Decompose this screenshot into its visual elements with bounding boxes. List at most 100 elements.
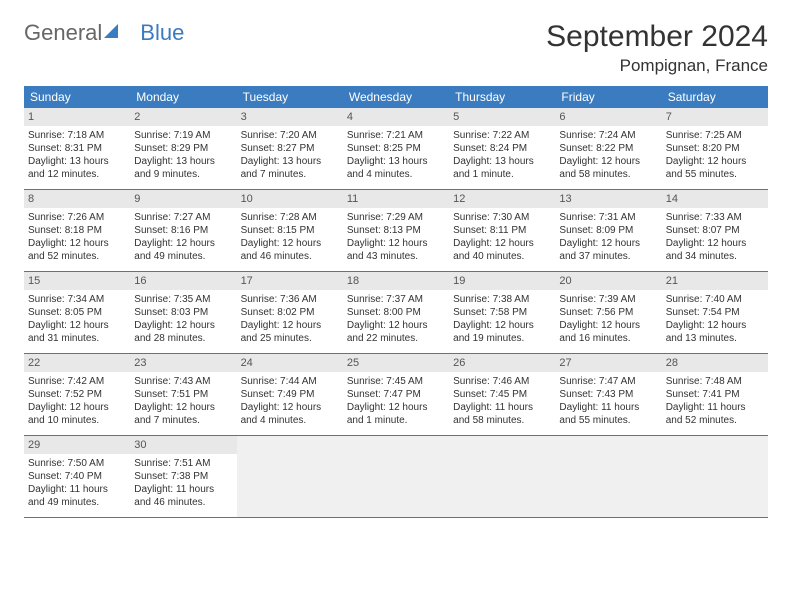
sunrise-line: Sunrise: 7:39 AM: [559, 293, 657, 306]
sunset-line: Sunset: 8:31 PM: [28, 142, 126, 155]
day-number: 3: [237, 108, 343, 126]
weekday-label: Tuesday: [237, 86, 343, 108]
calendar-cell: 20Sunrise: 7:39 AMSunset: 7:56 PMDayligh…: [555, 272, 661, 354]
sunrise-line: Sunrise: 7:46 AM: [453, 375, 551, 388]
day-number: 18: [343, 272, 449, 290]
daylight-line: Daylight: 12 hours and 7 minutes.: [134, 401, 232, 427]
calendar-cell: 6Sunrise: 7:24 AMSunset: 8:22 PMDaylight…: [555, 108, 661, 190]
sunrise-line: Sunrise: 7:45 AM: [347, 375, 445, 388]
day-number: 25: [343, 354, 449, 372]
day-number: 13: [555, 190, 661, 208]
day-number: 11: [343, 190, 449, 208]
calendar-cell: 30Sunrise: 7:51 AMSunset: 7:38 PMDayligh…: [130, 436, 236, 518]
daylight-line: Daylight: 12 hours and 28 minutes.: [134, 319, 232, 345]
sunrise-line: Sunrise: 7:34 AM: [28, 293, 126, 306]
daylight-line: Daylight: 13 hours and 4 minutes.: [347, 155, 445, 181]
calendar-cell: 23Sunrise: 7:43 AMSunset: 7:51 PMDayligh…: [130, 354, 236, 436]
sunset-line: Sunset: 8:22 PM: [559, 142, 657, 155]
calendar-cell: 21Sunrise: 7:40 AMSunset: 7:54 PMDayligh…: [662, 272, 768, 354]
daylight-line: Daylight: 12 hours and 46 minutes.: [241, 237, 339, 263]
sunset-line: Sunset: 7:54 PM: [666, 306, 764, 319]
sunset-line: Sunset: 8:25 PM: [347, 142, 445, 155]
sunset-line: Sunset: 8:18 PM: [28, 224, 126, 237]
logo: General Blue: [24, 20, 184, 46]
weekday-label: Monday: [130, 86, 236, 108]
day-number: 10: [237, 190, 343, 208]
sunset-line: Sunset: 8:05 PM: [28, 306, 126, 319]
sunrise-line: Sunrise: 7:40 AM: [666, 293, 764, 306]
calendar-cell: 3Sunrise: 7:20 AMSunset: 8:27 PMDaylight…: [237, 108, 343, 190]
day-number: 22: [24, 354, 130, 372]
calendar-cell-empty: [343, 436, 449, 518]
sunset-line: Sunset: 8:16 PM: [134, 224, 232, 237]
day-number: 12: [449, 190, 555, 208]
day-number: 5: [449, 108, 555, 126]
daylight-line: Daylight: 12 hours and 22 minutes.: [347, 319, 445, 345]
calendar-cell-empty: [555, 436, 661, 518]
sunset-line: Sunset: 7:58 PM: [453, 306, 551, 319]
calendar-cell: 9Sunrise: 7:27 AMSunset: 8:16 PMDaylight…: [130, 190, 236, 272]
day-number: 26: [449, 354, 555, 372]
day-number: 7: [662, 108, 768, 126]
day-number: 27: [555, 354, 661, 372]
calendar-cell: 13Sunrise: 7:31 AMSunset: 8:09 PMDayligh…: [555, 190, 661, 272]
calendar-cell: 26 Sunrise: 7:46 AMSunset: 7:45 PMDayligh…: [449, 354, 555, 436]
daylight-line: Daylight: 11 hours and 58 minutes.: [453, 401, 551, 427]
day-number: 20: [555, 272, 661, 290]
sunset-line: Sunset: 7:45 PM: [453, 388, 551, 401]
daylight-line: Daylight: 12 hours and 40 minutes.: [453, 237, 551, 263]
day-number: 30: [130, 436, 236, 454]
sunrise-line: Sunrise: 7:27 AM: [134, 211, 232, 224]
calendar-cell: 12 Sunrise: 7:30 AMSunset: 8:11 PMDayligh…: [449, 190, 555, 272]
sunrise-line: Sunrise: 7:48 AM: [666, 375, 764, 388]
daylight-line: Daylight: 11 hours and 52 minutes.: [666, 401, 764, 427]
sunrise-line: Sunrise: 7:18 AM: [28, 129, 126, 142]
calendar-cell-empty: [449, 436, 555, 518]
day-number: 2: [130, 108, 236, 126]
logo-sail-icon: [104, 20, 122, 46]
calendar-cell: 17Sunrise: 7:36 AMSunset: 8:02 PMDayligh…: [237, 272, 343, 354]
daylight-line: Daylight: 13 hours and 1 minute.: [453, 155, 551, 181]
sunrise-line: Sunrise: 7:24 AM: [559, 129, 657, 142]
calendar-cell: 19Sunrise: 7:38 AMSunset: 7:58 PMDayligh…: [449, 272, 555, 354]
daylight-line: Daylight: 13 hours and 9 minutes.: [134, 155, 232, 181]
sunrise-line: Sunrise: 7:38 AM: [453, 293, 551, 306]
daylight-line: Daylight: 11 hours and 46 minutes.: [134, 483, 232, 509]
sunrise-line: Sunrise: 7:42 AM: [28, 375, 126, 388]
sunset-line: Sunset: 8:29 PM: [134, 142, 232, 155]
sunset-line: Sunset: 8:13 PM: [347, 224, 445, 237]
day-number: 17: [237, 272, 343, 290]
sunset-line: Sunset: 8:11 PM: [453, 224, 551, 237]
calendar-cell: 25Sunrise: 7:45 AMSunset: 7:47 PMDayligh…: [343, 354, 449, 436]
sunset-line: Sunset: 7:38 PM: [134, 470, 232, 483]
daylight-line: Daylight: 12 hours and 43 minutes.: [347, 237, 445, 263]
calendar-cell: 8Sunrise: 7:26 AMSunset: 8:18 PMDaylight…: [24, 190, 130, 272]
calendar-cell: 27Sunrise: 7:47 AMSunset: 7:43 PMDayligh…: [555, 354, 661, 436]
sunset-line: Sunset: 7:43 PM: [559, 388, 657, 401]
weekday-label: Wednesday: [343, 86, 449, 108]
sunrise-line: Sunrise: 7:30 AM: [453, 211, 551, 224]
page-header: General Blue September 2024 Pompignan, F…: [24, 20, 768, 76]
weekday-label: Friday: [555, 86, 661, 108]
month-title: September 2024: [546, 20, 768, 54]
sunrise-line: Sunrise: 7:29 AM: [347, 211, 445, 224]
day-number: 1: [24, 108, 130, 126]
day-number: 9: [130, 190, 236, 208]
sunset-line: Sunset: 7:40 PM: [28, 470, 126, 483]
daylight-line: Daylight: 12 hours and 34 minutes.: [666, 237, 764, 263]
calendar-cell: 15Sunrise: 7:34 AMSunset: 8:05 PMDayligh…: [24, 272, 130, 354]
sunrise-line: Sunrise: 7:36 AM: [241, 293, 339, 306]
sunrise-line: Sunrise: 7:37 AM: [347, 293, 445, 306]
sunrise-line: Sunrise: 7:26 AM: [28, 211, 126, 224]
calendar-weekday-header: SundayMondayTuesdayWednesdayThursdayFrid…: [24, 86, 768, 108]
calendar-cell: 10Sunrise: 7:28 AMSunset: 8:15 PMDayligh…: [237, 190, 343, 272]
sunrise-line: Sunrise: 7:43 AM: [134, 375, 232, 388]
calendar-cell: 1Sunrise: 7:18 AMSunset: 8:31 PMDaylight…: [24, 108, 130, 190]
calendar-cell: 14Sunrise: 7:33 AMSunset: 8:07 PMDayligh…: [662, 190, 768, 272]
sunset-line: Sunset: 8:27 PM: [241, 142, 339, 155]
daylight-line: Daylight: 12 hours and 52 minutes.: [28, 237, 126, 263]
day-number: 14: [662, 190, 768, 208]
daylight-line: Daylight: 12 hours and 58 minutes.: [559, 155, 657, 181]
sunrise-line: Sunrise: 7:20 AM: [241, 129, 339, 142]
daylight-line: Daylight: 12 hours and 1 minute.: [347, 401, 445, 427]
